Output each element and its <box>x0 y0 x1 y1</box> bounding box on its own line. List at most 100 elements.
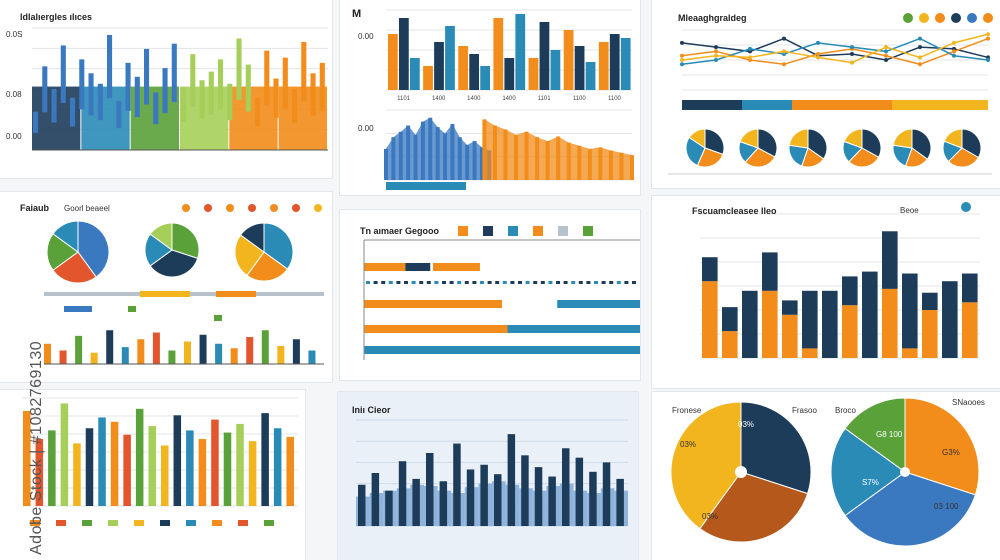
p3-legend-dot <box>903 13 913 23</box>
p4-scale-mark <box>216 291 256 297</box>
p5-legend <box>508 226 518 236</box>
p3-pie-slice <box>744 147 776 168</box>
p7-bar <box>73 443 81 506</box>
p6-bar <box>962 273 978 303</box>
p5-legend <box>458 226 468 236</box>
p6-bar <box>962 302 978 358</box>
p7-bar <box>248 441 257 506</box>
p3-line <box>681 37 989 66</box>
p3-legend-dot <box>967 13 977 23</box>
p1-bar <box>292 89 298 123</box>
p3-pie-slice <box>947 147 980 168</box>
p8-slice-f: 03 100 <box>934 502 959 511</box>
p4b-bar <box>292 339 300 364</box>
p5-dot <box>480 281 484 284</box>
p5-dot <box>449 281 454 284</box>
p7-bar <box>48 430 56 506</box>
p2b-bar <box>435 127 440 180</box>
p9-pie-b-slice <box>904 397 980 496</box>
p1-bar <box>153 92 159 125</box>
p1-bar <box>97 83 103 121</box>
p7-bar <box>223 432 232 506</box>
p4b-bar <box>137 339 145 364</box>
p4b-bar <box>75 335 83 364</box>
p8-bar <box>426 452 434 526</box>
p3-point <box>884 53 888 58</box>
p8-bar <box>371 473 380 526</box>
p1-bar <box>171 43 177 103</box>
p5-dot <box>426 281 431 284</box>
p7-legend <box>186 520 196 526</box>
p4b-bar <box>199 334 207 364</box>
p1-bar <box>144 48 150 105</box>
p7-legend <box>108 520 118 526</box>
p7-bar <box>198 439 207 506</box>
p2b-bar <box>545 141 550 180</box>
p1-ytick-c: 0.00 <box>6 132 22 141</box>
p6-bar <box>702 281 718 358</box>
p7-bar <box>85 428 94 506</box>
p4-pie-slice <box>171 222 200 259</box>
p6-legend-dot <box>961 202 971 212</box>
p3-point <box>680 58 684 62</box>
p7-legend <box>30 520 40 526</box>
p5-dot <box>472 281 477 284</box>
p9-pie-a-slice <box>699 471 809 543</box>
p3-point <box>748 46 752 51</box>
p5-legend <box>558 226 568 236</box>
p7-legend <box>160 520 170 526</box>
p5-dot <box>366 281 370 284</box>
p7-legend <box>238 520 248 526</box>
p3-pie-slice <box>685 136 706 167</box>
p9-pie-b-slice <box>844 471 977 547</box>
watermark: Adobe Stock | #1082769130 <box>4 310 45 555</box>
p3-pie-slice <box>704 128 725 156</box>
p2b-bar <box>535 137 540 180</box>
p3-point <box>850 60 854 65</box>
p3-legend-dot <box>919 13 929 23</box>
p4-tag <box>64 306 92 312</box>
p3-point <box>816 40 820 45</box>
p3-pie-slice <box>843 128 863 149</box>
p3-point <box>782 36 786 41</box>
p2-xtick: 1400 <box>467 96 481 102</box>
p3-point <box>714 45 718 50</box>
p1-bar <box>208 71 214 115</box>
p2b-bar <box>413 134 418 180</box>
p3-point <box>918 45 922 50</box>
p2b-bar <box>587 148 592 180</box>
p5-dot <box>571 281 576 284</box>
p5-dot <box>404 281 408 284</box>
p6-bar <box>822 290 838 358</box>
p4-legend-dot <box>270 204 278 212</box>
p5-legend <box>583 226 593 236</box>
p4-pie-slice <box>52 220 79 253</box>
p5-segment <box>433 263 480 271</box>
p4-legend-dot <box>204 204 212 212</box>
p7-bar <box>286 436 294 506</box>
p7-legend <box>134 520 144 526</box>
p8-bar <box>453 443 461 526</box>
p3-band <box>682 100 742 110</box>
p4-legend-dot <box>248 204 256 212</box>
p5-segment <box>364 346 640 354</box>
p8-label-d: SNaooes <box>952 398 985 407</box>
p9-pie-a-slice <box>740 401 812 495</box>
p2-bar <box>493 18 504 90</box>
p7-bar <box>211 419 219 506</box>
p8-bar <box>575 457 584 526</box>
p2-bar <box>563 30 574 90</box>
p1-bar <box>227 83 233 121</box>
p1-bar <box>125 62 131 111</box>
p5-segment <box>364 300 502 308</box>
p6-title: Fscuamcleasee lleo <box>692 206 777 216</box>
p3-point <box>986 32 990 37</box>
p2-bar <box>504 58 515 90</box>
p8-bar <box>412 478 420 526</box>
p2b-bar <box>619 152 624 180</box>
p4b-bar <box>246 337 254 364</box>
p4-pie-slice <box>239 222 265 253</box>
p4b-bar <box>106 330 114 364</box>
p1-bar <box>236 38 242 100</box>
p5-dot <box>601 281 606 284</box>
